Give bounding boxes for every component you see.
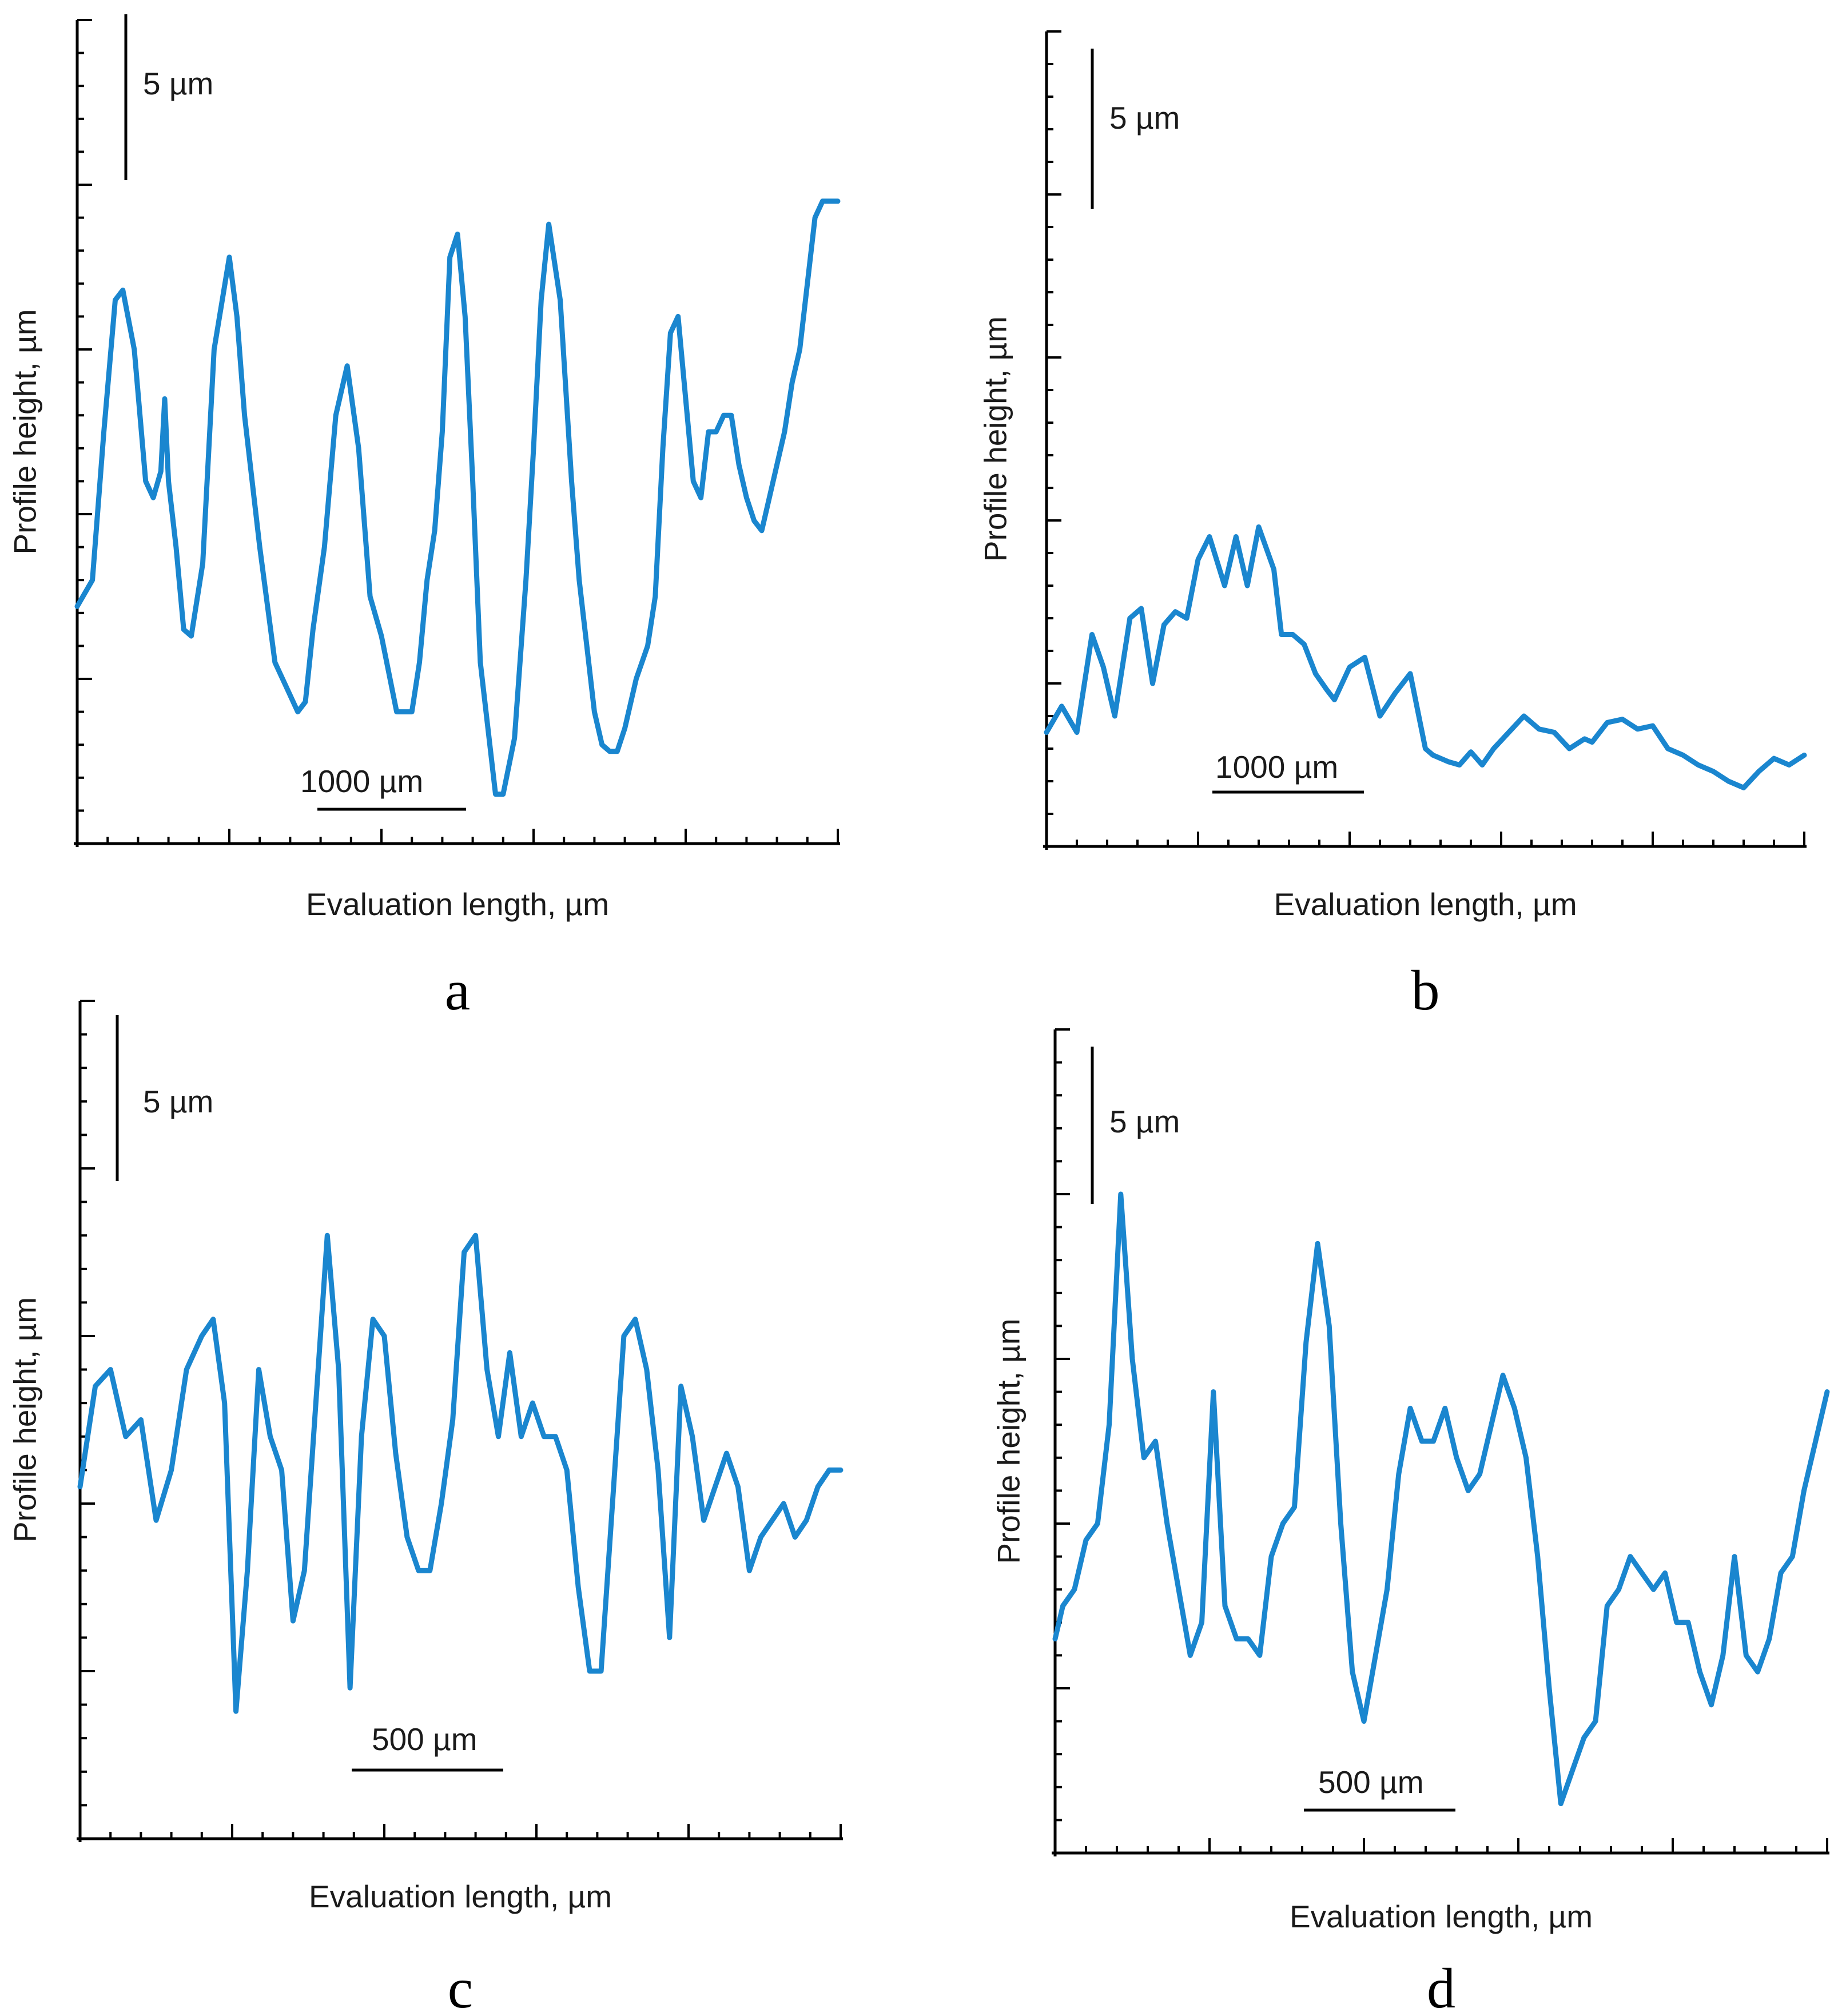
profile-line — [1044, 524, 1807, 790]
panel-label: d — [1427, 1957, 1455, 2016]
vertical-scale-label: 5 µm — [1109, 100, 1180, 136]
panel-label: c — [448, 1957, 473, 2016]
panel-label: b — [1411, 959, 1440, 1022]
x-axis-label: Evaluation length, µm — [309, 1879, 612, 1914]
horizontal-scale-label: 1000 µm — [300, 764, 423, 799]
profile-panel-c: 5 µm 500 µm Profile height, µm Evaluation l… — [7, 1000, 844, 2016]
horizontal-scale-label: 500 µm — [1318, 1764, 1424, 1800]
panel-label: a — [445, 959, 470, 1022]
profile-panel-d: 5 µm 500 µm Profile height, µm Evaluation l… — [991, 1028, 1830, 2016]
horizontal-scale-label: 1000 µm — [1215, 749, 1338, 785]
profile-line — [77, 1232, 844, 1714]
vertical-scale-label: 5 µm — [1109, 1104, 1180, 1139]
profile-panel-a: 5 µm 1000 µm Profile height, µm Evaluation … — [7, 14, 841, 1022]
y-axis-label: Profile height, µm — [7, 1297, 43, 1542]
vertical-scale-label: 5 µm — [143, 1084, 213, 1119]
horizontal-scale-label: 500 µm — [372, 1721, 478, 1757]
profile-line — [74, 198, 841, 797]
x-axis-label: Evaluation length, µm — [306, 886, 609, 922]
y-axis-label: Profile height, µm — [991, 1318, 1027, 1564]
x-axis-label: Evaluation length, µm — [1290, 1899, 1593, 1934]
y-axis-label: Profile height, µm — [7, 309, 43, 554]
x-axis-label: Evaluation length, µm — [1274, 886, 1577, 922]
y-axis-label: Profile height, µm — [978, 316, 1013, 562]
profile-line — [1052, 1191, 1830, 1807]
vertical-scale-label: 5 µm — [143, 66, 213, 101]
profile-panel-b: 5 µm 1000 µm Profile height, µm Evaluation … — [978, 30, 1807, 1022]
